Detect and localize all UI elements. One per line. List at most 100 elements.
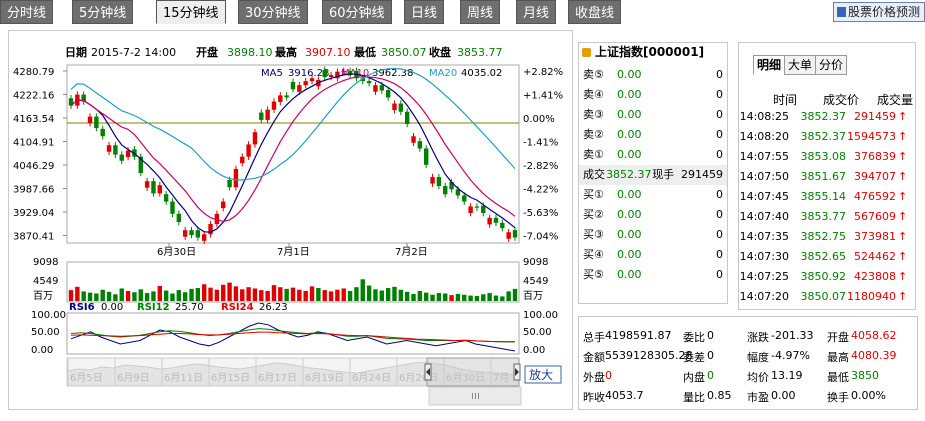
buy-label: 买⑤ bbox=[583, 268, 604, 281]
candle-body bbox=[309, 78, 315, 82]
volume-axis: 9098 9098 4549 4549 百万 百万 bbox=[33, 257, 548, 302]
tab-daily[interactable]: 日线 bbox=[404, 0, 445, 24]
trade-volume: 1594573 bbox=[847, 130, 896, 143]
navigator-window[interactable] bbox=[426, 357, 520, 387]
buy-row: 买③ 0.00 0 bbox=[579, 225, 727, 245]
sell-volume: 0 bbox=[716, 68, 723, 81]
date-label: 日期 bbox=[65, 45, 87, 59]
trade-tabs: 明细 大单 分价 bbox=[753, 55, 848, 75]
tab-monthly[interactable]: 月线 bbox=[516, 0, 557, 24]
percent-tick-label: -5.63% bbox=[523, 208, 558, 219]
candle-body bbox=[195, 230, 201, 238]
candle-body bbox=[81, 94, 86, 102]
candle-body bbox=[240, 156, 245, 164]
volume-bar bbox=[379, 290, 384, 301]
volume-bar bbox=[284, 288, 289, 301]
volume-bar bbox=[455, 293, 461, 301]
candle-body bbox=[290, 81, 296, 90]
tab-price-distribution[interactable]: 分价 bbox=[815, 55, 848, 75]
candle-body bbox=[227, 179, 232, 188]
kline-chart[interactable]: 日期 2015-7-2 14:00 开盘 3898.10 最高 3907.10 … bbox=[9, 31, 572, 409]
ohlc-header: 日期 2015-7-2 14:00 开盘 3898.10 最高 3907.10 … bbox=[65, 45, 503, 59]
buy-volume: 0 bbox=[716, 268, 723, 281]
tab-big-orders[interactable]: 大单 bbox=[784, 55, 817, 75]
stat-value: -201.33 bbox=[771, 329, 814, 342]
index-title: 上证指数[000001] bbox=[579, 43, 727, 61]
volume-bar bbox=[125, 290, 131, 301]
tab-30min[interactable]: 30分钟线 bbox=[238, 0, 308, 24]
sell-row: 卖① 0.00 0 bbox=[579, 145, 727, 165]
volume-bar bbox=[176, 290, 182, 301]
ma10-line bbox=[70, 76, 516, 223]
sell-volume: 0 bbox=[716, 148, 723, 161]
tab-5min[interactable]: 5分钟线 bbox=[72, 0, 134, 24]
volume-plot-area bbox=[66, 261, 520, 303]
zoom-button[interactable] bbox=[524, 365, 562, 384]
candle-body bbox=[455, 189, 461, 196]
volume-bar bbox=[81, 291, 86, 301]
trade-row: 14:07:55 3853.08 376839 ↑ bbox=[739, 147, 915, 166]
close-label: 收盘 bbox=[429, 45, 451, 59]
navigator-date-label: 6月9日 bbox=[117, 372, 150, 384]
stat-label: 最高 bbox=[827, 351, 849, 364]
candle-body bbox=[493, 217, 499, 223]
stat-value: 0.00 bbox=[771, 389, 796, 402]
volume-bar bbox=[233, 286, 239, 301]
high-value: 3907.10 bbox=[305, 46, 351, 59]
candle-body bbox=[379, 85, 384, 91]
stock-predict-button[interactable]: 股票价格预测 bbox=[833, 2, 925, 22]
deal-row: 成交 3852.37 现手 291459 bbox=[579, 165, 727, 185]
candle-body bbox=[87, 116, 93, 124]
index-title-text: 上证指数[000001] bbox=[595, 45, 705, 59]
volume-bar bbox=[443, 293, 448, 301]
ma10-value: 3962.38 bbox=[372, 68, 413, 79]
percent-tick-label: -4.22% bbox=[523, 185, 558, 196]
volume-bar bbox=[265, 290, 270, 301]
tab-60min[interactable]: 60分钟线 bbox=[322, 0, 392, 24]
candle-body bbox=[506, 232, 511, 239]
candle-body bbox=[424, 148, 429, 165]
trade-volume: 291459 bbox=[854, 110, 896, 123]
candle-body bbox=[221, 201, 226, 209]
buy-row: 买② 0.00 0 bbox=[579, 205, 727, 225]
date-tick-label: 6月30日 bbox=[157, 246, 196, 258]
volume-bar bbox=[144, 293, 150, 301]
trade-row: 14:08:20 3852.37 1594573 ↑ bbox=[739, 127, 915, 146]
rsi24-label: RSI24 bbox=[221, 302, 254, 313]
candle-body bbox=[411, 136, 416, 143]
price-tick-label: 3987.66 bbox=[13, 185, 54, 196]
trade-price: 3850.07 bbox=[800, 290, 847, 303]
low-value: 3850.07 bbox=[381, 46, 427, 59]
sell-price: 0.00 bbox=[617, 68, 642, 81]
volume-bar bbox=[87, 292, 93, 301]
volume-bar bbox=[354, 287, 359, 301]
volume-bar bbox=[512, 288, 518, 301]
trade-price: 3850.92 bbox=[800, 270, 847, 283]
volume-bar bbox=[481, 294, 486, 301]
tab-closing[interactable]: 收盘线 bbox=[568, 0, 622, 24]
candle-body bbox=[202, 234, 207, 241]
volume-bar bbox=[506, 291, 511, 301]
candle-body bbox=[373, 85, 378, 92]
tab-weekly[interactable]: 周线 bbox=[460, 0, 501, 24]
candle-body bbox=[157, 185, 162, 194]
navigator-date-label: 6月15日 bbox=[211, 372, 250, 384]
percent-tick-label: +2.82% bbox=[523, 67, 563, 78]
volume-bar bbox=[309, 286, 315, 301]
tab-intraday[interactable]: 分时线 bbox=[0, 0, 54, 24]
rsi-plot-area bbox=[66, 312, 520, 355]
volume-tick-label: 9098 bbox=[33, 257, 58, 268]
sell-price: 0.00 bbox=[617, 88, 642, 101]
trade-time: 14:07:50 bbox=[739, 170, 789, 183]
tab-detail[interactable]: 明细 bbox=[753, 55, 786, 75]
sell-label: 卖③ bbox=[583, 108, 604, 121]
candlesticks bbox=[68, 66, 518, 245]
candle-body bbox=[462, 195, 467, 202]
candle-body bbox=[94, 116, 99, 129]
trade-time: 14:07:35 bbox=[739, 230, 789, 243]
trade-volume: 394707 bbox=[854, 170, 896, 183]
sell-row: 卖② 0.00 0 bbox=[579, 125, 727, 145]
tab-15min[interactable]: 15分钟线 bbox=[156, 0, 226, 24]
volume-bar bbox=[341, 288, 346, 301]
trade-time: 14:07:25 bbox=[739, 270, 789, 283]
